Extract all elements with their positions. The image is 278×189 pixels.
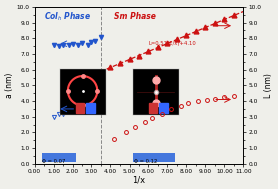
- Bar: [42, 153, 76, 162]
- X-axis label: 1/x: 1/x: [132, 175, 146, 184]
- Text: Φ = 0.12: Φ = 0.12: [134, 159, 158, 164]
- Text: Col$_h$ Phase: Col$_h$ Phase: [44, 10, 91, 23]
- Text: Φ = 0.07: Φ = 0.07: [43, 159, 66, 164]
- Bar: [133, 153, 175, 162]
- Text: Sm Phase: Sm Phase: [114, 12, 156, 21]
- Y-axis label: L (nm): L (nm): [264, 73, 273, 98]
- Y-axis label: a (nm): a (nm): [5, 73, 14, 98]
- Text: L=0.51(1/x)+4.10: L=0.51(1/x)+4.10: [148, 41, 196, 46]
